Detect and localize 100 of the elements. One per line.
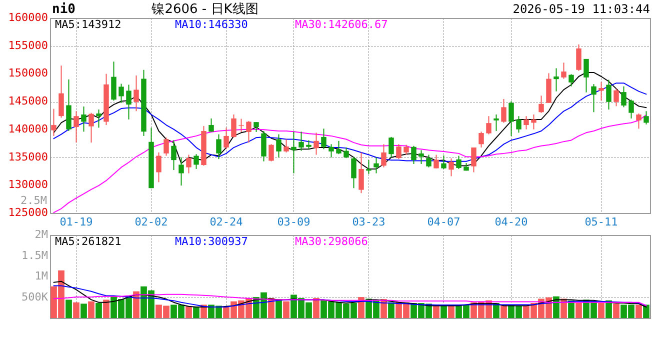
bar <box>358 297 364 318</box>
bar <box>598 303 604 318</box>
candlestick <box>568 74 574 87</box>
candlestick <box>276 134 282 158</box>
x-tick-label: 04-07 <box>427 216 460 228</box>
candlestick <box>246 120 252 144</box>
y-tick-label: 150000 <box>8 66 48 80</box>
candlestick <box>411 145 416 165</box>
candlestick <box>194 154 199 170</box>
candlestick <box>81 106 86 132</box>
x-tick-label: 05-11 <box>584 216 618 228</box>
candlestick <box>508 100 514 136</box>
bar <box>283 301 290 318</box>
candlestick <box>598 82 604 102</box>
candlestick <box>614 88 619 107</box>
y-tick-label: 500K <box>22 290 48 304</box>
bar <box>276 299 282 318</box>
bar <box>66 300 72 318</box>
candlestick <box>291 131 296 174</box>
bar <box>193 307 200 318</box>
y-tick-label: 145000 <box>8 94 48 108</box>
candlestick <box>51 108 56 136</box>
bar <box>576 303 582 318</box>
candlestick <box>501 98 506 124</box>
candlestick <box>471 146 476 173</box>
candlestick <box>231 114 236 138</box>
x-tick-label: 04-20 <box>494 216 528 228</box>
bar <box>80 304 87 318</box>
bar <box>73 302 80 318</box>
candlestick <box>584 58 589 93</box>
bar <box>388 302 394 318</box>
chart-title: 镍2606 - 日K线图 <box>150 2 258 17</box>
candlestick <box>524 116 529 130</box>
candlestick <box>58 65 64 118</box>
bar <box>186 306 192 318</box>
candlestick <box>254 122 259 132</box>
bar <box>643 304 650 318</box>
candlestick <box>261 130 266 162</box>
text: MA30:298066 <box>295 235 368 248</box>
candlestick <box>268 144 274 162</box>
candlestick <box>636 112 642 130</box>
x-tick-label: 01-19 <box>60 216 93 228</box>
candlestick <box>561 62 566 80</box>
candlestick <box>576 44 582 72</box>
bar <box>440 306 447 318</box>
candlestick <box>404 144 409 156</box>
candlestick <box>224 127 229 150</box>
y-tick-label: 2M <box>34 228 48 241</box>
chart-subtitle: ni0 <box>52 2 76 17</box>
candlestick <box>284 138 289 153</box>
candlestick <box>74 110 79 144</box>
candlestick <box>118 83 124 104</box>
candlestick <box>171 140 176 170</box>
y-tick-label: 1M <box>34 270 48 282</box>
candlestick <box>494 114 499 132</box>
candlestick <box>374 156 379 174</box>
candlestick <box>298 131 304 152</box>
candlestick <box>134 74 139 112</box>
candlestick <box>388 136 394 158</box>
candlestick <box>516 116 522 134</box>
line-series <box>53 114 647 214</box>
candlestick <box>554 68 559 92</box>
candlestick <box>381 144 386 168</box>
y-tick-label: 130000 <box>8 178 48 192</box>
candlestick <box>344 146 349 159</box>
candlestick <box>418 150 424 165</box>
x-tick-label: 02-24 <box>210 216 244 228</box>
candlestick <box>328 144 334 158</box>
text: MA10:300937 <box>175 235 248 248</box>
text: 2026-05-19 11:03:44 <box>512 2 650 16</box>
candlestick <box>366 160 372 174</box>
candlestick <box>178 156 184 186</box>
y-tick-label: 125000 <box>8 206 48 219</box>
candlestick <box>448 158 454 177</box>
y-tick-label: 135000 <box>8 150 48 164</box>
y-tick-label: 1.5M <box>22 248 48 262</box>
candlestick <box>88 112 94 144</box>
candlestick <box>538 95 544 114</box>
candlestick <box>336 140 342 155</box>
line-series <box>53 294 647 306</box>
candlestick <box>96 109 102 128</box>
y-tick-label: 140000 <box>8 122 48 136</box>
bar <box>88 301 94 318</box>
candlestick <box>186 154 192 174</box>
candlestick <box>478 131 484 148</box>
candlestick <box>606 79 612 110</box>
candlestick <box>426 154 432 168</box>
bar <box>103 300 110 318</box>
x-tick-label: 03-09 <box>277 216 310 228</box>
candlestick <box>351 156 356 189</box>
candlestick <box>358 152 364 194</box>
x-tick-label: 02-02 <box>134 216 168 228</box>
candlestick <box>396 144 402 160</box>
candlestick <box>216 134 222 160</box>
y-tick-label: 160000 <box>8 11 48 24</box>
candlestick <box>441 154 446 170</box>
candlestick <box>644 110 649 125</box>
candlestick <box>164 137 169 156</box>
y-tick-label: 155000 <box>8 38 48 52</box>
bar <box>96 303 102 318</box>
